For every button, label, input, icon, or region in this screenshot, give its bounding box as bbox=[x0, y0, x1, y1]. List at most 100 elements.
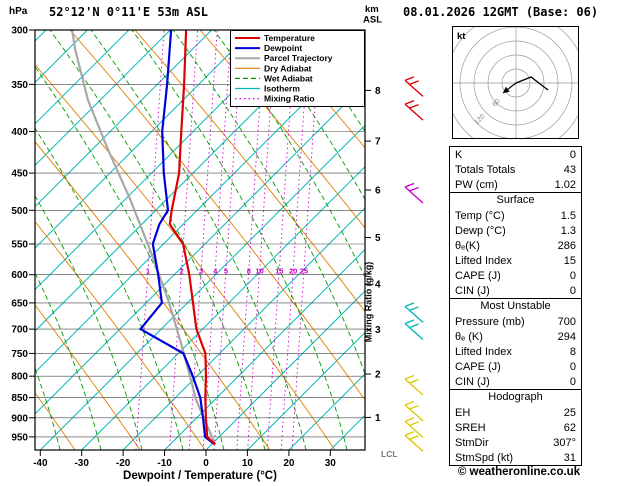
pressure-tick-label: 750 bbox=[11, 349, 28, 360]
km-tick-label: 6 bbox=[375, 186, 381, 197]
temp-tick-label: -30 bbox=[74, 458, 89, 469]
stat-value: 31 bbox=[563, 451, 576, 464]
stat-label: Pressure (mb) bbox=[455, 315, 525, 328]
isotherms-group bbox=[35, 30, 365, 450]
stat-label: Lifted Index bbox=[455, 254, 512, 267]
stat-section: Most Unstable Pressure (mb) 700 θₑ (K) 294 Li… bbox=[449, 298, 582, 390]
stat-label: EH bbox=[455, 406, 471, 419]
stat-value: 62 bbox=[563, 421, 576, 434]
wind-barb bbox=[404, 417, 424, 438]
stat-label: θₑ (K) bbox=[455, 330, 483, 343]
legend-label: Wet Adiabat bbox=[264, 73, 313, 83]
pressure-tick-label: 950 bbox=[11, 432, 28, 443]
stat-section: Hodograph EH 25 SREH 62 StmDir 307° StmSpd (kt)… bbox=[449, 389, 582, 466]
temp-tick-label: 30 bbox=[325, 458, 337, 469]
hodograph-ring-label: 60 bbox=[491, 98, 502, 109]
parcel-trajectory-line bbox=[71, 30, 217, 445]
stat-label: Lifted Index bbox=[455, 345, 512, 358]
stat-value: 286 bbox=[557, 239, 576, 252]
stat-row: θₑ (K) 294 bbox=[450, 329, 581, 344]
legend-label: Mixing Ratio bbox=[264, 94, 315, 104]
temp-tick-label: 10 bbox=[242, 458, 254, 469]
mixing-ratio-value: 3 bbox=[199, 267, 203, 276]
stat-value: 294 bbox=[557, 330, 576, 343]
wind-barb bbox=[404, 76, 424, 97]
stat-label: SREH bbox=[455, 421, 486, 434]
dewpoint-line bbox=[138, 30, 215, 446]
stat-label: PW (cm) bbox=[455, 178, 498, 191]
pressure-tick-label: 500 bbox=[11, 206, 28, 217]
station-title: 52°12'N 0°11'E 53m ASL bbox=[49, 5, 208, 19]
stat-label: CIN (J) bbox=[455, 375, 490, 388]
legend-label: Parcel Trajectory bbox=[264, 53, 333, 63]
temp-tick-label: -40 bbox=[33, 458, 48, 469]
stat-row: EH 25 bbox=[450, 405, 581, 420]
km-tick-label: 8 bbox=[375, 86, 381, 97]
km-tick-label: 1 bbox=[375, 413, 381, 424]
stat-row: CAPE (J) 0 bbox=[450, 359, 581, 374]
stat-section: Surface Temp (°C) 1.5 Dewp (°C) 1.3 θₑ(K) 286 L… bbox=[449, 192, 582, 299]
lcl-label: LCL bbox=[381, 449, 398, 459]
pressure-tick-label: 700 bbox=[11, 325, 28, 336]
pressure-tick-label: 450 bbox=[11, 169, 28, 180]
temp-tick-label: -20 bbox=[116, 458, 131, 469]
skewt-diagram: 1 2 3 4 5 8 10 15 20 25TemperatureDewpointParcel … bbox=[9, 4, 424, 482]
mixing-ratio-value: 10 bbox=[255, 267, 263, 276]
temp-axis-labels: -40 -30 -20 -10 0 10 20 30 Dewpoint / Temperatur… bbox=[33, 450, 336, 482]
x-axis-label: Dewpoint / Temperature (°C) bbox=[123, 470, 277, 482]
wind-barb bbox=[404, 99, 424, 121]
stat-row: Pressure (mb) 700 bbox=[450, 314, 581, 329]
stat-section-header: Hodograph bbox=[488, 391, 543, 403]
stats-panel: K 0 Totals Totals 43 PW (cm) 1.02 Surface Temp … bbox=[449, 146, 582, 466]
mixing-ratio-value: 20 bbox=[289, 267, 297, 276]
stat-label: StmSpd (kt) bbox=[455, 451, 514, 464]
pressure-gridlines-group bbox=[35, 30, 365, 438]
stat-value: 1.3 bbox=[560, 224, 576, 237]
mixing-ratio-value: 8 bbox=[247, 267, 251, 276]
mixing-ratio-value: 2 bbox=[180, 267, 184, 276]
stat-label: CAPE (J) bbox=[455, 269, 501, 282]
pressure-tick-label: 850 bbox=[11, 393, 28, 404]
storm-motion-arrowhead bbox=[503, 86, 510, 93]
mixing-ratio-value: 4 bbox=[213, 267, 218, 276]
wind-barb bbox=[404, 302, 424, 323]
temp-tick-label: 20 bbox=[283, 458, 295, 469]
stat-section: K 0 Totals Totals 43 PW (cm) 1.02 bbox=[449, 146, 582, 193]
stat-value: 0 bbox=[569, 284, 576, 297]
mixing-ratio-value: 5 bbox=[224, 267, 228, 276]
plot-frame bbox=[34, 29, 366, 451]
wet-adiabats-group bbox=[35, 30, 365, 450]
pressure-tick-label: 400 bbox=[11, 127, 28, 138]
datetime-title: 08.01.2026 12GMT (Base: 06) bbox=[403, 5, 599, 19]
copyright: © weatheronline.co.uk bbox=[457, 466, 581, 478]
hodograph-trace bbox=[515, 76, 549, 91]
pressure-tick-label: 650 bbox=[11, 298, 28, 309]
mixing-ratio-value: 15 bbox=[275, 267, 283, 276]
pressure-tick-label: 550 bbox=[11, 240, 28, 251]
km-tick-label: 4 bbox=[375, 280, 381, 291]
stat-value: 25 bbox=[563, 406, 576, 419]
stat-value: 15 bbox=[563, 254, 576, 267]
stat-value: 0 bbox=[569, 148, 576, 161]
hodograph-unit-label: kt bbox=[457, 31, 466, 42]
stat-label: CIN (J) bbox=[455, 284, 490, 297]
km-tick-label: 7 bbox=[375, 137, 381, 148]
pressure-tick-label: 300 bbox=[11, 26, 28, 37]
pressure-tick-label: 800 bbox=[11, 372, 28, 383]
wind-barb bbox=[404, 182, 424, 204]
pressure-tick-label: 600 bbox=[11, 270, 28, 281]
stat-row: PW (cm) 1.02 bbox=[450, 177, 581, 192]
stat-row: Dewp (°C) 1.3 bbox=[450, 223, 581, 238]
chart-background bbox=[35, 30, 365, 450]
legend-label: Dry Adiabat bbox=[264, 63, 312, 73]
stat-value: 43 bbox=[563, 163, 576, 176]
hodograph-rings bbox=[453, 27, 578, 138]
stat-label: Dewp (°C) bbox=[455, 224, 506, 237]
stat-label: Totals Totals bbox=[455, 163, 516, 176]
pressure-unit-label: hPa bbox=[9, 6, 28, 17]
hodograph-ring-label: 120 bbox=[473, 113, 486, 126]
